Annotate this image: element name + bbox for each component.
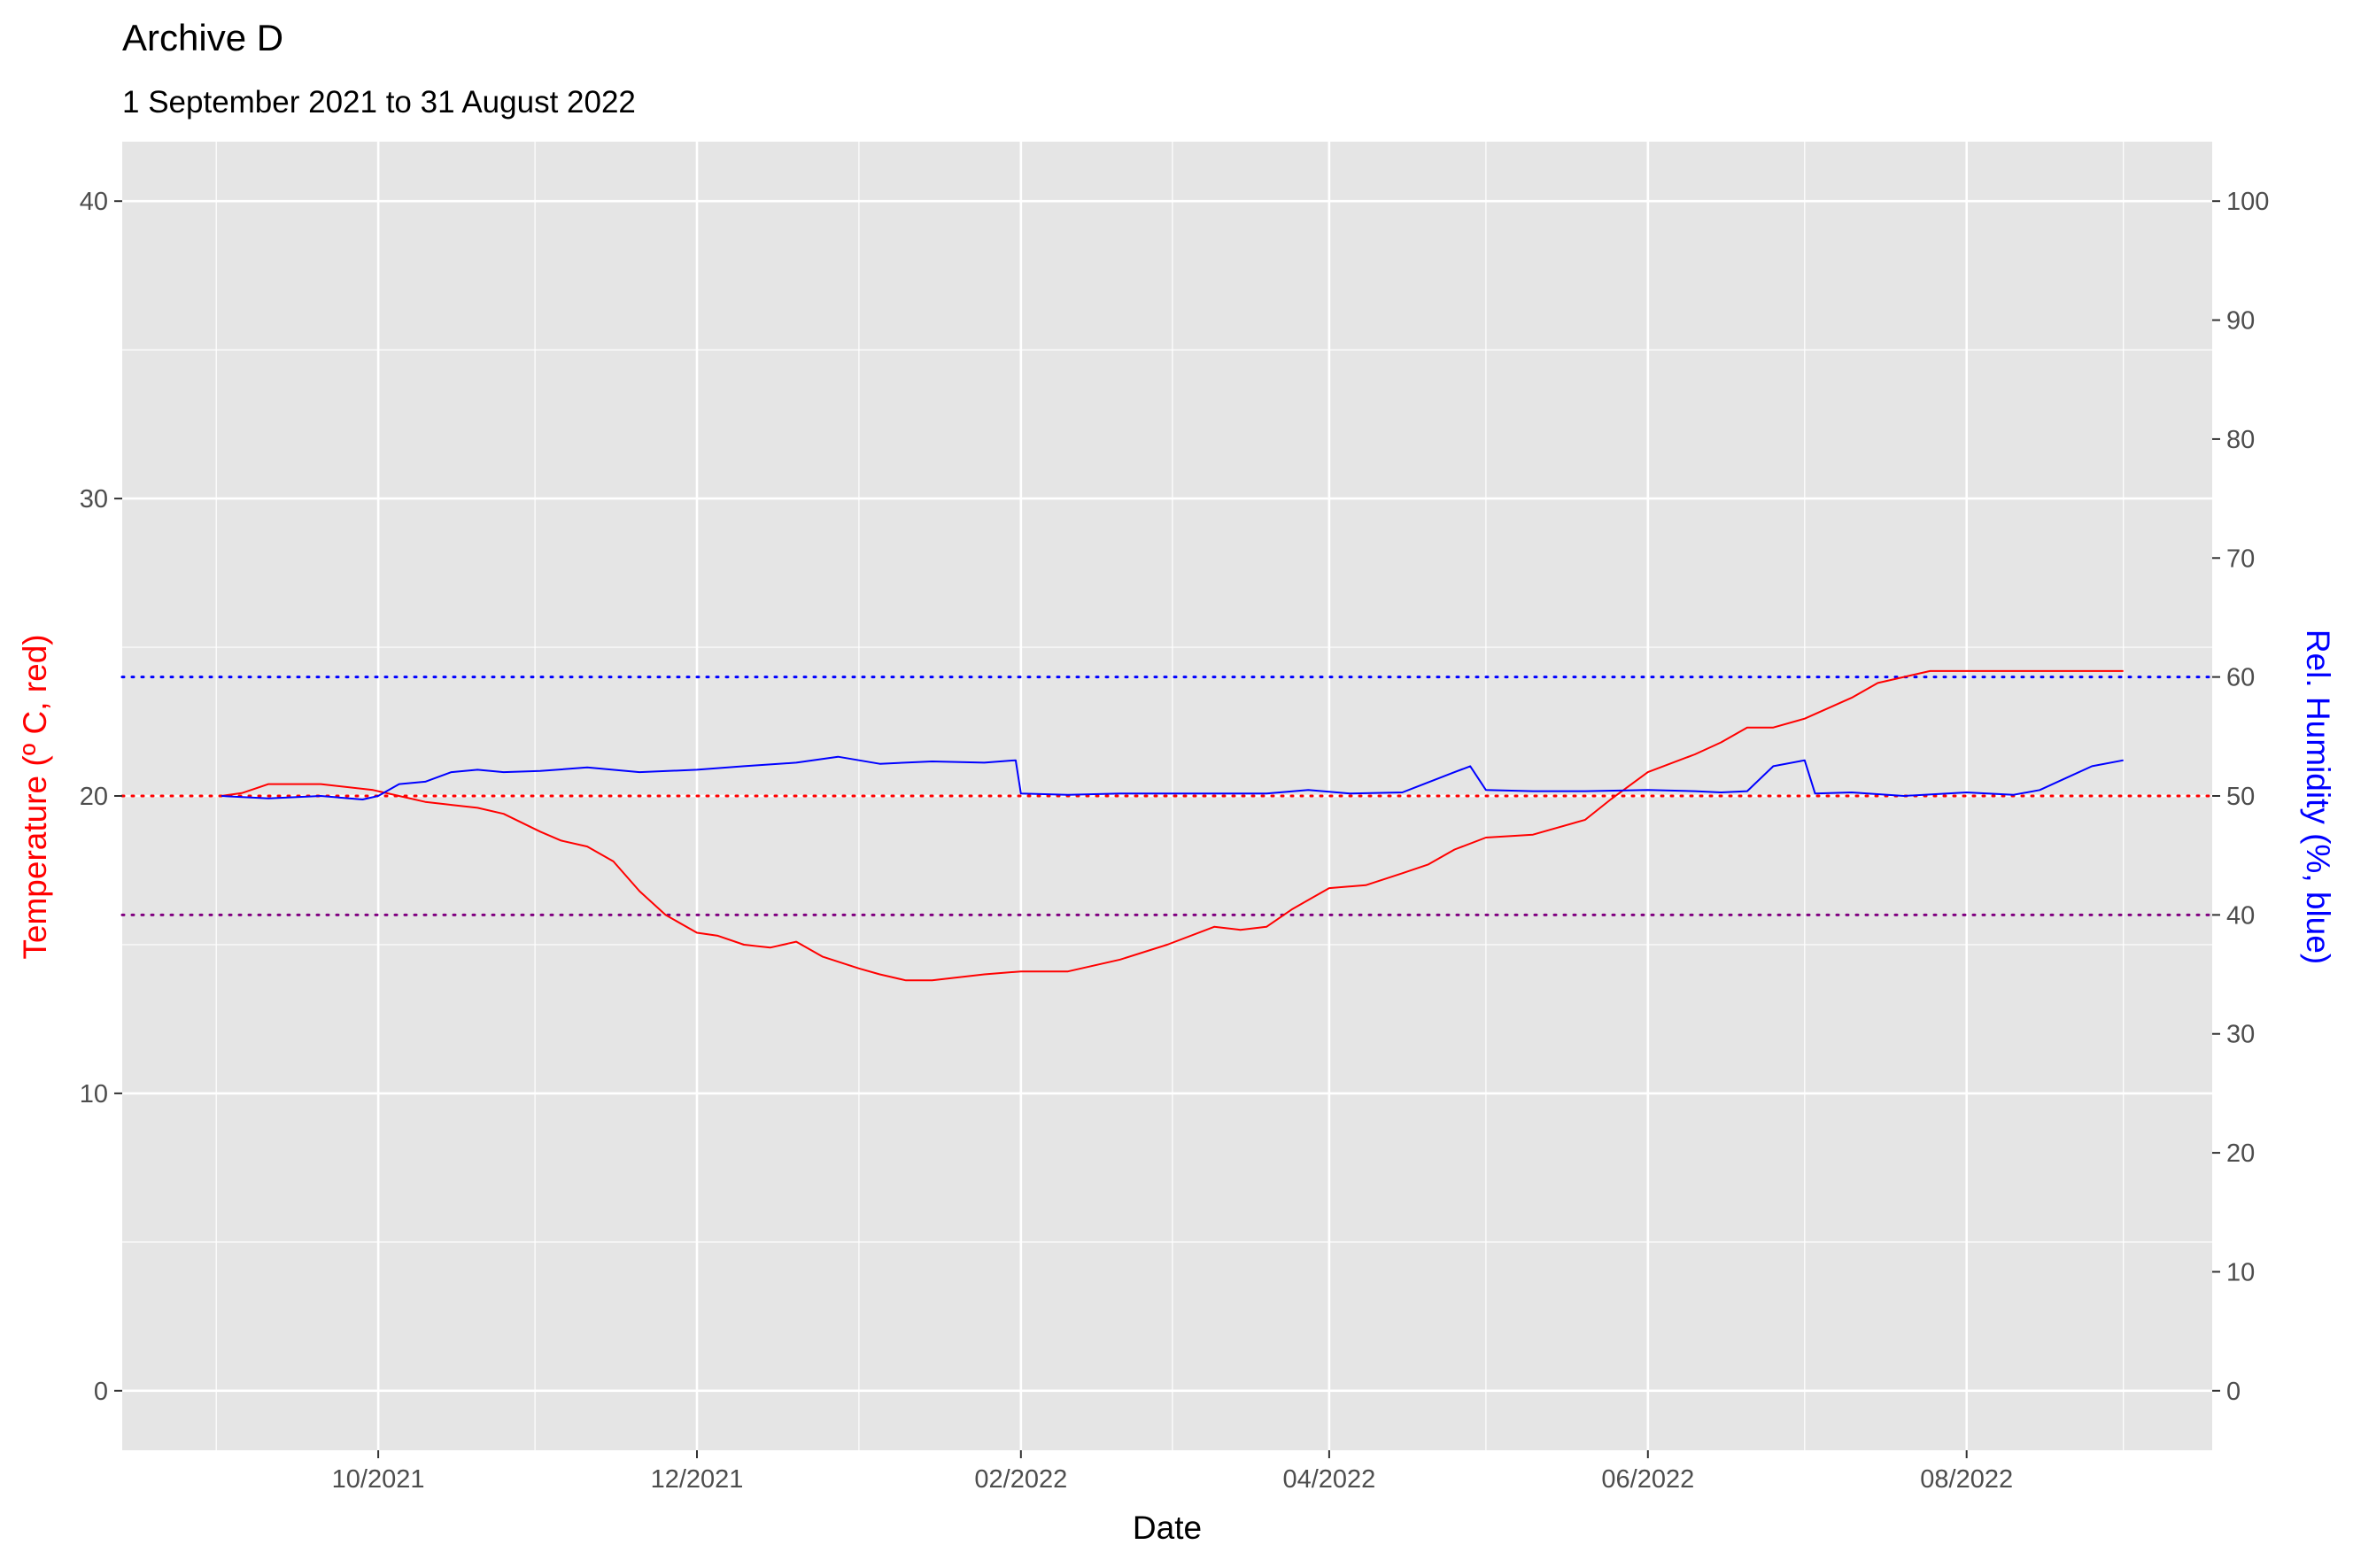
x-tick-label: 02/2022 [974,1465,1067,1494]
x-axis-label: Date [1133,1510,1202,1546]
x-tick-label: 12/2021 [651,1465,744,1494]
y2-tick-label: 40 [2226,901,2255,930]
y2-tick-label: 10 [2226,1258,2255,1286]
y-tick-label: 30 [80,485,108,514]
y2-tick-label: 50 [2226,783,2255,811]
y2-tick-label: 70 [2226,545,2255,573]
y2-tick-label: 90 [2226,307,2255,336]
y2-tick-label: 80 [2226,426,2255,454]
y2-tick-label: 100 [2226,188,2269,216]
chart-title: Archive D [122,17,283,58]
y-tick-label: 10 [80,1080,108,1108]
y2-tick-label: 20 [2226,1139,2255,1168]
y-axis-label-right: Rel. Humidity (%, blue) [2300,630,2336,964]
series-layer [221,669,2124,982]
y-tick-label: 20 [80,783,108,811]
y2-tick-label: 30 [2226,1021,2255,1049]
y2-tick-label: 0 [2226,1378,2241,1406]
x-axis: 10/2021 12/2021 02/2022 04/2022 06/2022 08/20… [332,1450,2013,1494]
humidity-line [221,755,2124,800]
y-axis-right: 0 10 20 30 40 50 60 70 80 90 100 [2212,188,2269,1406]
reference-lines [120,676,2214,916]
y-axis-label-left: Temperature (º C, red) [17,634,53,959]
x-tick-label: 10/2021 [332,1465,425,1494]
y-tick-label: 40 [80,188,108,216]
x-tick-label: 06/2022 [1601,1465,1694,1494]
y2-tick-label: 60 [2226,664,2255,692]
temperature-line [221,669,2124,982]
chart-subtitle: 1 September 2021 to 31 August 2022 [122,85,636,120]
y-tick-label: 0 [94,1378,108,1406]
x-tick-label: 04/2022 [1282,1465,1375,1494]
x-tick-label: 08/2022 [1920,1465,2013,1494]
y-axis-left: 0 10 20 30 40 [80,188,122,1406]
